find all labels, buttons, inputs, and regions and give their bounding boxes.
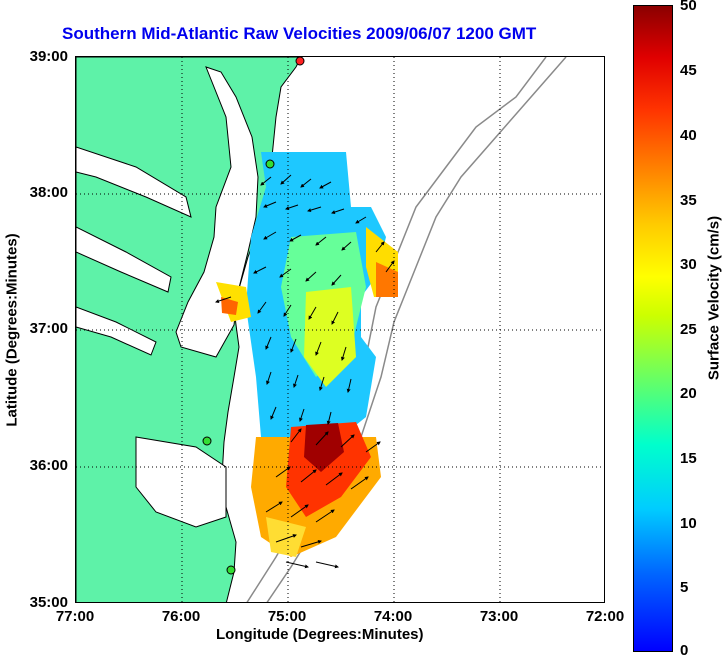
velocity-field	[266, 517, 306, 557]
radar-station-marker	[295, 57, 305, 66]
colorbar-tick-label: 10	[680, 515, 697, 532]
colorbar-tick-label: 35	[680, 192, 697, 209]
map-canvas	[76, 57, 604, 602]
colorbar-label: Surface Velocity (cm/s)	[705, 215, 723, 381]
radar-station-marker	[265, 159, 275, 169]
x-tick-label: 72:00	[585, 608, 625, 625]
colorbar-tick-label: 5	[680, 579, 689, 596]
x-tick-label: 76:00	[161, 608, 201, 625]
y-tick-label: 39:00	[29, 48, 68, 65]
radar-station-marker	[226, 565, 236, 575]
colorbar-tick-label: 50	[680, 0, 697, 14]
x-tick-label: 74:00	[373, 608, 413, 625]
y-tick-label: 37:00	[29, 320, 68, 337]
colorbar-tick-label: 0	[680, 642, 689, 659]
radar-station-marker	[202, 436, 212, 446]
velocity-field	[221, 297, 238, 315]
river-inlet	[76, 226, 172, 293]
map-plot-area	[75, 56, 605, 603]
colorbar-tick-label: 30	[680, 256, 697, 273]
y-tick-label: 35:00	[29, 594, 68, 611]
map-gridlines	[76, 57, 604, 602]
y-tick-label: 38:00	[29, 184, 68, 201]
y-axis-label: Latitude (Degrees:Minutes)	[3, 233, 21, 427]
velocity-field	[304, 287, 356, 387]
colorbar	[633, 5, 673, 652]
river-inlet	[76, 306, 157, 356]
colorbar-tick-label: 40	[680, 127, 697, 144]
colorbar-tick-label: 15	[680, 450, 697, 467]
map-title: Southern Mid-Atlantic Raw Velocities 200…	[62, 24, 537, 43]
velocity-field	[376, 262, 398, 297]
sound-water	[135, 436, 227, 528]
colorbar-tick-label: 45	[680, 62, 697, 79]
velocity-field	[304, 423, 344, 472]
y-tick-label: 36:00	[29, 457, 68, 474]
x-tick-label: 77:00	[55, 608, 95, 625]
colorbar-tick-label: 20	[680, 385, 697, 402]
chesapeake-bay	[175, 66, 259, 358]
x-tick-label: 73:00	[479, 608, 519, 625]
river-inlet	[76, 146, 192, 218]
velocity-vectors	[215, 174, 395, 569]
colorbar-tick-label: 25	[680, 321, 697, 338]
x-tick-label: 75:00	[267, 608, 307, 625]
x-axis-label: Longitude (Degrees:Minutes)	[216, 626, 424, 643]
